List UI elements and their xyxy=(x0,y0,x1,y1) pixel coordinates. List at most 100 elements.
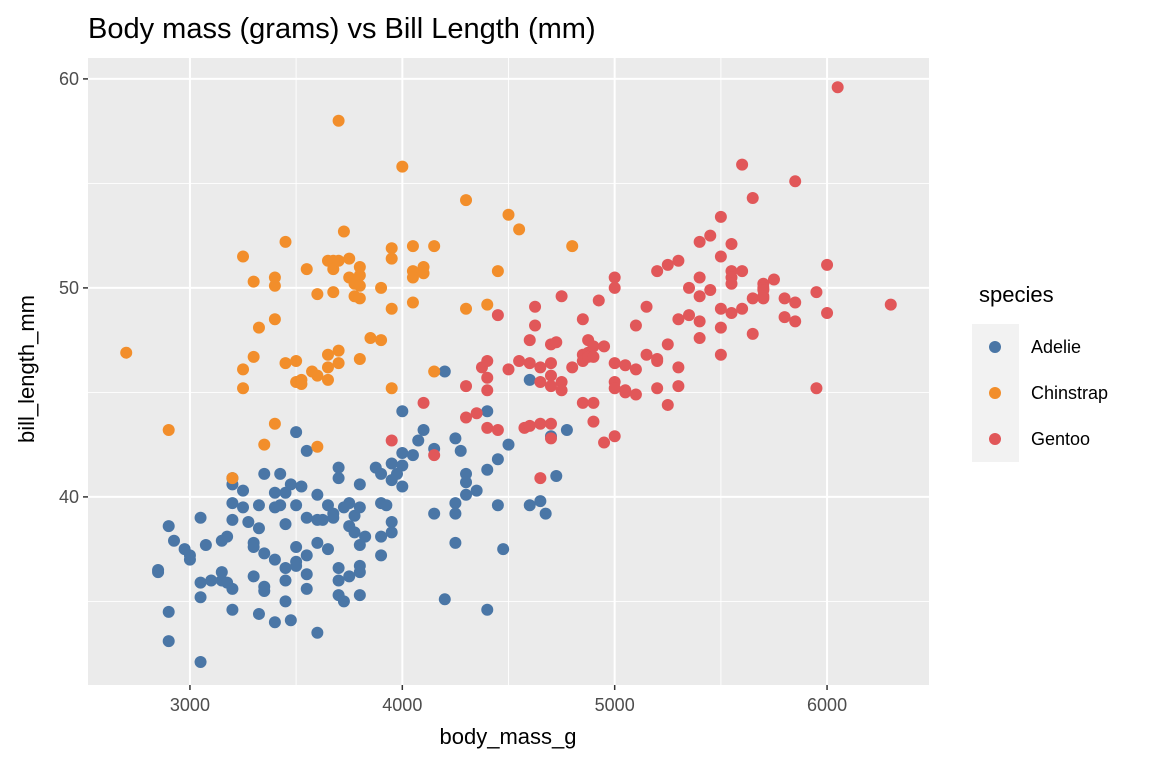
y-tick-label: 50 xyxy=(59,278,79,298)
data-point xyxy=(242,515,255,528)
data-point xyxy=(247,275,260,288)
data-point xyxy=(560,424,573,437)
data-point xyxy=(672,380,685,393)
data-point xyxy=(725,238,738,251)
data-point xyxy=(348,526,361,539)
data-point xyxy=(513,223,526,236)
data-point xyxy=(375,281,388,294)
data-point xyxy=(279,357,292,370)
legend-title: species xyxy=(979,282,1054,307)
series-chinstrap xyxy=(120,114,579,485)
data-point xyxy=(274,467,287,480)
data-point xyxy=(523,357,536,370)
data-point xyxy=(640,300,653,313)
data-point xyxy=(884,298,897,311)
data-point xyxy=(544,369,557,382)
data-point xyxy=(714,321,727,334)
data-point xyxy=(608,281,621,294)
data-point xyxy=(396,160,409,173)
data-point xyxy=(746,292,759,305)
data-point xyxy=(481,421,494,434)
data-point xyxy=(529,300,542,313)
y-axis-title: bill_length_mm xyxy=(14,295,39,443)
data-point xyxy=(152,566,165,579)
series-adelie xyxy=(152,365,573,669)
data-point xyxy=(311,440,324,453)
y-axis: 40 50 60 xyxy=(59,69,88,507)
data-point xyxy=(428,365,441,378)
data-point xyxy=(343,252,356,265)
x-tick-label: 5000 xyxy=(595,695,635,715)
data-point xyxy=(268,313,281,326)
data-point xyxy=(359,530,372,543)
data-point xyxy=(295,378,308,391)
data-point xyxy=(375,530,388,543)
data-point xyxy=(375,334,388,347)
data-point xyxy=(555,290,568,303)
data-point xyxy=(300,263,313,276)
data-point xyxy=(598,340,611,353)
data-point xyxy=(491,265,504,278)
data-point xyxy=(332,574,345,587)
data-point xyxy=(247,541,260,554)
x-axis-title: body_mass_g xyxy=(440,724,577,749)
data-point xyxy=(757,292,770,305)
data-point xyxy=(321,348,334,361)
data-point xyxy=(226,513,239,526)
data-point xyxy=(714,210,727,223)
data-point xyxy=(300,568,313,581)
data-point xyxy=(544,357,557,370)
data-point xyxy=(502,208,515,221)
data-point xyxy=(778,311,791,324)
data-point xyxy=(247,350,260,363)
data-point xyxy=(353,352,366,365)
data-point xyxy=(337,595,350,608)
data-point xyxy=(396,447,409,460)
data-point xyxy=(651,352,664,365)
data-point xyxy=(316,513,329,526)
data-point xyxy=(385,526,398,539)
data-point xyxy=(337,225,350,238)
data-point xyxy=(481,405,494,418)
data-point xyxy=(247,570,260,583)
data-point xyxy=(736,302,749,315)
data-point xyxy=(226,497,239,510)
data-point xyxy=(406,449,419,462)
data-point xyxy=(162,424,175,437)
data-point xyxy=(327,286,340,299)
data-point xyxy=(353,269,366,282)
data-point xyxy=(300,444,313,457)
data-point xyxy=(375,467,388,480)
x-tick-label: 6000 xyxy=(807,695,847,715)
chart-title: Body mass (grams) vs Bill Length (mm) xyxy=(88,13,596,45)
legend-key-chinstrap xyxy=(989,387,1001,399)
data-point xyxy=(279,235,292,248)
data-point xyxy=(353,501,366,514)
data-point xyxy=(672,254,685,267)
data-point xyxy=(406,240,419,253)
data-point xyxy=(279,518,292,531)
data-point xyxy=(502,363,515,376)
data-point xyxy=(412,434,425,447)
data-point xyxy=(534,375,547,388)
data-point xyxy=(619,386,632,399)
data-point xyxy=(683,309,696,322)
data-point xyxy=(693,271,706,284)
data-point xyxy=(396,405,409,418)
data-point xyxy=(523,419,536,432)
data-point xyxy=(417,267,430,280)
data-point xyxy=(449,432,462,445)
data-point xyxy=(194,576,207,589)
x-tick-label: 3000 xyxy=(170,695,210,715)
data-point xyxy=(284,478,297,491)
data-point xyxy=(332,461,345,474)
data-point xyxy=(332,344,345,357)
data-point xyxy=(491,499,504,512)
data-point xyxy=(704,229,717,242)
data-point xyxy=(576,313,589,326)
data-point xyxy=(290,499,303,512)
data-point xyxy=(550,336,563,349)
data-point xyxy=(274,499,287,512)
data-point xyxy=(598,436,611,449)
data-point xyxy=(406,271,419,284)
